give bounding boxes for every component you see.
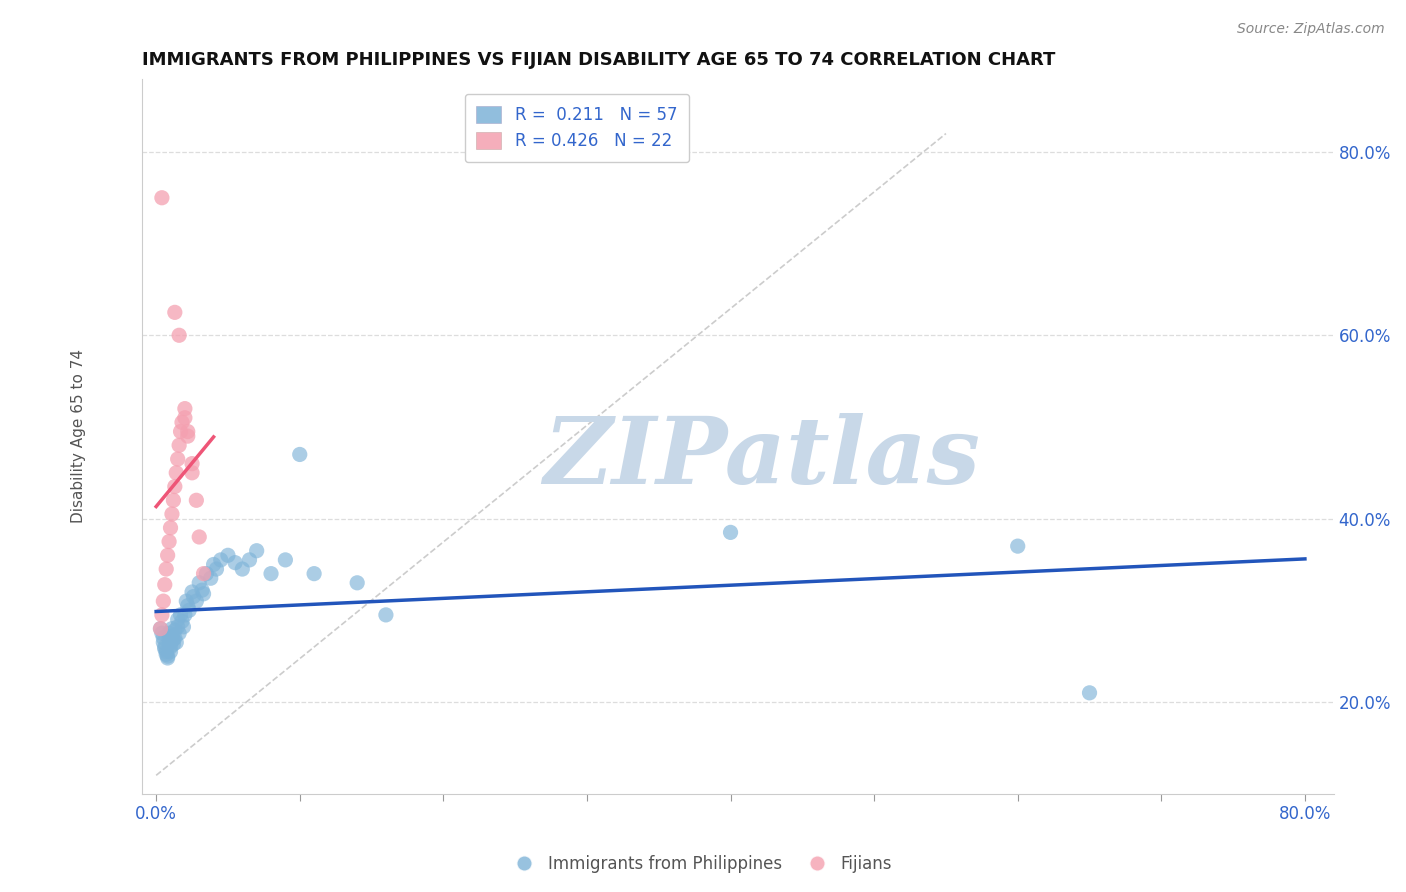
Point (157, 631, 180, 645)
Point (288, 447, 311, 461)
Point (163, 624, 186, 638)
Point (200, 571, 222, 585)
Y-axis label: Disability Age 65 to 74: Disability Age 65 to 74 (72, 349, 86, 523)
Point (155, 562, 177, 576)
Point (149, 622, 172, 636)
Point (173, 410, 195, 425)
Point (153, 641, 176, 656)
Point (165, 466, 187, 480)
Point (224, 556, 246, 570)
Point (163, 305, 186, 319)
Point (205, 562, 228, 576)
Point (188, 530, 211, 544)
Point (167, 328, 190, 343)
Point (720, 525, 742, 540)
Point (162, 493, 184, 508)
Point (155, 644, 177, 658)
Point (170, 416, 193, 430)
Point (159, 635, 181, 649)
Point (167, 438, 190, 452)
Point (193, 566, 215, 581)
Point (188, 575, 211, 590)
Point (177, 599, 200, 613)
Point (160, 629, 183, 643)
Point (246, 543, 269, 558)
Legend: R =  0.211   N = 57, R = 0.426   N = 22: R = 0.211 N = 57, R = 0.426 N = 22 (465, 94, 689, 162)
Point (1007, 539, 1029, 553)
Text: ZIPatlas: ZIPatlas (543, 413, 980, 502)
Point (152, 631, 174, 645)
Point (217, 549, 239, 563)
Point (191, 583, 214, 598)
Point (153, 577, 176, 591)
Point (157, 626, 180, 640)
Point (160, 622, 183, 636)
Point (163, 631, 186, 645)
Text: Source: ZipAtlas.com: Source: ZipAtlas.com (1237, 22, 1385, 37)
Point (165, 635, 187, 649)
Point (238, 553, 260, 567)
Point (156, 651, 179, 665)
Point (274, 553, 297, 567)
Point (173, 607, 195, 622)
Point (181, 585, 204, 599)
Point (159, 640, 181, 654)
Point (166, 452, 188, 467)
Point (153, 640, 176, 654)
Point (162, 632, 184, 647)
Point (169, 425, 191, 439)
Point (157, 534, 180, 549)
Point (166, 612, 188, 626)
Point (156, 549, 179, 563)
Point (152, 594, 174, 608)
Point (163, 479, 186, 493)
Point (150, 191, 173, 205)
Point (173, 401, 195, 416)
Point (209, 553, 232, 567)
Point (374, 607, 396, 622)
Point (202, 558, 225, 572)
Text: IMMIGRANTS FROM PHILIPPINES VS FIJIAN DISABILITY AGE 65 TO 74 CORRELATION CHART: IMMIGRANTS FROM PHILIPPINES VS FIJIAN DI… (142, 51, 1054, 69)
Point (166, 620, 188, 634)
Point (176, 594, 198, 608)
Point (181, 457, 204, 471)
Point (170, 615, 193, 629)
Point (169, 607, 191, 622)
Point (159, 644, 181, 658)
Point (155, 648, 177, 662)
Point (346, 575, 368, 590)
Point (149, 622, 172, 636)
Point (302, 566, 325, 581)
Point (186, 493, 208, 508)
Point (179, 603, 201, 617)
Point (1078, 686, 1101, 700)
Point (160, 507, 183, 521)
Point (186, 594, 208, 608)
Point (177, 429, 200, 443)
Point (150, 626, 173, 640)
Point (195, 566, 218, 581)
Point (193, 587, 215, 601)
Point (177, 425, 200, 439)
Point (152, 635, 174, 649)
Point (231, 562, 253, 576)
Point (150, 607, 173, 622)
Point (156, 649, 179, 664)
Point (181, 466, 204, 480)
Point (260, 566, 283, 581)
Point (172, 620, 194, 634)
Legend: Immigrants from Philippines, Fijians: Immigrants from Philippines, Fijians (508, 848, 898, 880)
Point (183, 590, 205, 604)
Point (159, 521, 181, 535)
Point (162, 637, 184, 651)
Point (167, 626, 190, 640)
